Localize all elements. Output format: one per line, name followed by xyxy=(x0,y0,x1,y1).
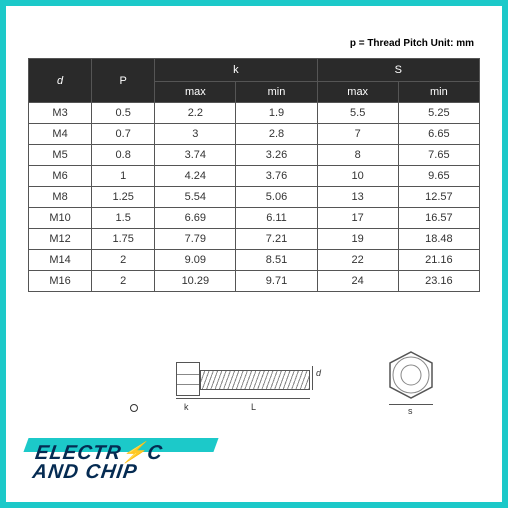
spec-table: d P k S max min max min M30.52.21.95.55.… xyxy=(28,58,480,292)
table-row: M614.243.76109.65 xyxy=(29,166,480,187)
cell-kmin: 8.51 xyxy=(236,250,317,271)
hex-head-side xyxy=(176,362,200,396)
dim-label-s: s xyxy=(408,406,413,416)
table-row: M1429.098.512221.16 xyxy=(29,250,480,271)
cell-d: M8 xyxy=(29,187,92,208)
th-d: d xyxy=(29,59,92,103)
cell-d: M16 xyxy=(29,271,92,292)
cell-kmin: 7.21 xyxy=(236,229,317,250)
logo-text: ELECTR⚡C AND CHIP xyxy=(31,444,218,482)
cell-Smax: 8 xyxy=(317,145,398,166)
dim-line-s xyxy=(389,404,433,405)
cell-Smin: 9.65 xyxy=(398,166,479,187)
unit-note: p = Thread Pitch Unit: mm xyxy=(350,38,474,49)
cell-kmax: 9.09 xyxy=(155,250,236,271)
cell-kmin: 1.9 xyxy=(236,103,317,124)
cell-kmax: 3.74 xyxy=(155,145,236,166)
cell-d: M14 xyxy=(29,250,92,271)
cell-P: 2 xyxy=(92,271,155,292)
bullet-circle-icon xyxy=(130,404,138,412)
cell-kmax: 10.29 xyxy=(155,271,236,292)
cell-Smax: 19 xyxy=(317,229,398,250)
table-row: M30.52.21.95.55.25 xyxy=(29,103,480,124)
cell-Smin: 5.25 xyxy=(398,103,479,124)
cell-kmin: 3.26 xyxy=(236,145,317,166)
logo-line2: AND CHIP xyxy=(31,463,216,482)
cell-kmin: 5.06 xyxy=(236,187,317,208)
table-body: M30.52.21.95.55.25M40.732.876.65M50.83.7… xyxy=(29,103,480,292)
cell-Smin: 21.16 xyxy=(398,250,479,271)
cell-d: M5 xyxy=(29,145,92,166)
cell-kmax: 2.2 xyxy=(155,103,236,124)
cell-P: 1.75 xyxy=(92,229,155,250)
cell-Smin: 12.57 xyxy=(398,187,479,208)
cell-kmax: 7.79 xyxy=(155,229,236,250)
bolt-end-view xyxy=(386,350,436,400)
table-row: M121.757.797.211918.48 xyxy=(29,229,480,250)
cell-kmin: 6.11 xyxy=(236,208,317,229)
cell-d: M3 xyxy=(29,103,92,124)
cell-Smin: 23.16 xyxy=(398,271,479,292)
cell-kmax: 3 xyxy=(155,124,236,145)
hexagon-icon xyxy=(386,350,436,400)
th-S-min: min xyxy=(398,82,479,103)
dim-label-k: k xyxy=(184,402,189,412)
th-k: k xyxy=(155,59,317,82)
cell-Smax: 24 xyxy=(317,271,398,292)
cell-Smin: 7.65 xyxy=(398,145,479,166)
cell-P: 0.7 xyxy=(92,124,155,145)
cell-kmin: 3.76 xyxy=(236,166,317,187)
dim-label-d: d xyxy=(316,368,321,378)
cell-kmax: 6.69 xyxy=(155,208,236,229)
cell-P: 0.5 xyxy=(92,103,155,124)
spec-table-container: d P k S max min max min M30.52.21.95.55.… xyxy=(28,58,480,292)
dim-label-L: L xyxy=(251,402,256,412)
cell-P: 1.5 xyxy=(92,208,155,229)
cell-Smax: 10 xyxy=(317,166,398,187)
cell-kmax: 5.54 xyxy=(155,187,236,208)
cell-P: 1 xyxy=(92,166,155,187)
table-row: M50.83.743.2687.65 xyxy=(29,145,480,166)
cell-d: M10 xyxy=(29,208,92,229)
cell-Smax: 22 xyxy=(317,250,398,271)
cell-Smin: 6.65 xyxy=(398,124,479,145)
cell-kmin: 2.8 xyxy=(236,124,317,145)
th-P: P xyxy=(92,59,155,103)
table-row: M101.56.696.111716.57 xyxy=(29,208,480,229)
cell-kmin: 9.71 xyxy=(236,271,317,292)
cell-d: M12 xyxy=(29,229,92,250)
brand-logo: ELECTR⚡C AND CHIP xyxy=(26,438,216,482)
cell-d: M4 xyxy=(29,124,92,145)
th-S: S xyxy=(317,59,479,82)
dim-line-L xyxy=(200,398,310,399)
th-S-max: max xyxy=(317,82,398,103)
table-row: M40.732.876.65 xyxy=(29,124,480,145)
cell-P: 1.25 xyxy=(92,187,155,208)
cell-Smax: 7 xyxy=(317,124,398,145)
cell-Smax: 13 xyxy=(317,187,398,208)
threaded-shaft xyxy=(200,370,310,390)
cell-Smin: 18.48 xyxy=(398,229,479,250)
cell-kmax: 4.24 xyxy=(155,166,236,187)
cell-Smax: 17 xyxy=(317,208,398,229)
logo-line1b: C xyxy=(146,442,165,464)
cell-d: M6 xyxy=(29,166,92,187)
cell-P: 0.8 xyxy=(92,145,155,166)
th-k-min: min xyxy=(236,82,317,103)
table-row: M81.255.545.061312.57 xyxy=(29,187,480,208)
th-k-max: max xyxy=(155,82,236,103)
bolt-diagram: d k L s xyxy=(176,350,476,420)
cell-Smin: 16.57 xyxy=(398,208,479,229)
table-row: M16210.299.712423.16 xyxy=(29,271,480,292)
cell-P: 2 xyxy=(92,250,155,271)
dim-line-k xyxy=(176,398,200,399)
cell-Smax: 5.5 xyxy=(317,103,398,124)
